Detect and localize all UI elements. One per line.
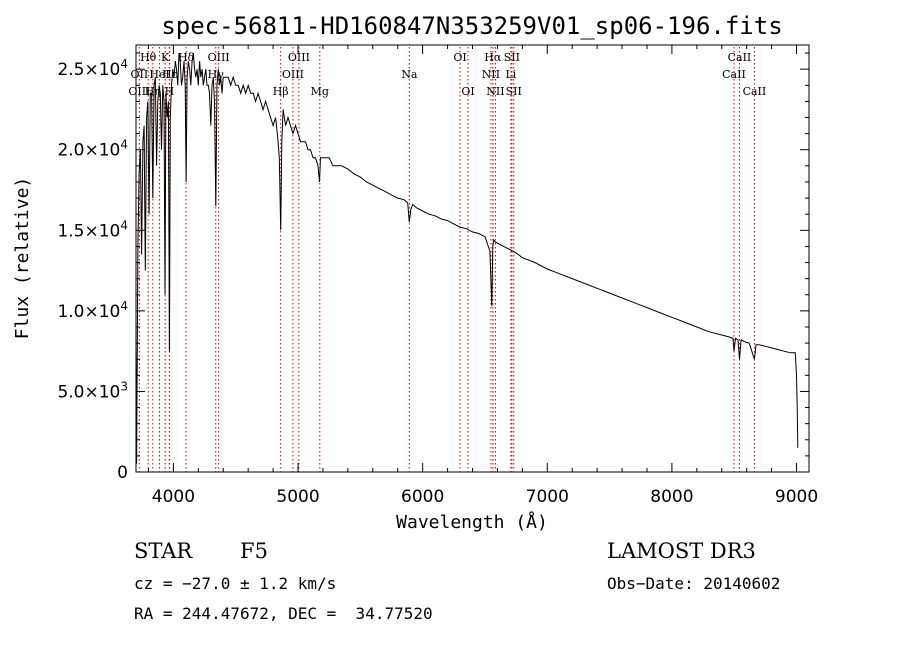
- chart-title: spec-56811-HD160847N353259V01_sp06-196.f…: [161, 12, 782, 40]
- spectral-subclass: F5: [240, 539, 268, 563]
- spectrum-line: [135, 53, 799, 464]
- x-tick-label: 8000: [650, 487, 693, 507]
- y-axis-ticks: 0 5.0×103 1.0×104 1.5×104 2.0×104 2.5×104: [57, 52, 809, 483]
- line-marker-label: SII: [504, 51, 520, 64]
- line-marker-label: Mg: [311, 85, 329, 98]
- line-marker-label: Hε: [162, 68, 178, 81]
- line-marker-label: OIII: [128, 85, 150, 98]
- x-tick-label: 7000: [526, 487, 569, 507]
- x-tick-label: 9000: [775, 487, 818, 507]
- plot-frame: [135, 44, 810, 473]
- line-marker-label: Hθ: [140, 51, 157, 64]
- y-tick-label: 0: [117, 463, 128, 483]
- y-tick-label: 1.5×104: [57, 218, 128, 241]
- coordinates: RA = 244.47672, DEC = 34.77520: [134, 604, 433, 623]
- object-class: STAR: [134, 539, 193, 563]
- y-tick-label: 5.0×103: [57, 379, 128, 402]
- line-marker-label: K: [161, 51, 170, 64]
- line-marker-label: NII: [482, 68, 500, 81]
- x-axis-ticks: 4000 5000 6000 7000 8000 9000: [147, 45, 818, 507]
- line-marker-label: OIII: [282, 68, 304, 81]
- line-marker-label: Na: [401, 68, 418, 81]
- x-tick-label: 4000: [152, 487, 195, 507]
- line-marker-label: Hγ: [208, 68, 225, 81]
- y-tick-label: 2.0×104: [57, 138, 128, 161]
- line-marker-label: OII: [131, 68, 149, 81]
- line-marker-label: CaII: [743, 85, 767, 98]
- line-marker-label: Hβ: [273, 85, 289, 98]
- x-tick-label: 5000: [276, 487, 319, 507]
- line-marker-label: OI: [453, 51, 466, 64]
- redshift-velocity: cz = −27.0 ± 1.2 km/s: [134, 574, 337, 593]
- line-marker-label: Hη: [145, 85, 161, 98]
- line-marker-label: CaII: [728, 51, 752, 64]
- observation-date: Obs−Date: 20140602: [607, 574, 781, 593]
- line-marker-label: OIII: [208, 51, 230, 64]
- line-marker-label: Hδ: [178, 51, 195, 64]
- line-marker-label: SII: [506, 85, 522, 98]
- line-marker-label: CaII: [722, 68, 746, 81]
- y-tick-label: 2.5×104: [57, 57, 128, 80]
- y-axis-label: Flux (relative): [12, 177, 33, 340]
- x-axis-label: Wavelength (Å): [396, 511, 548, 533]
- x-tick-label: 6000: [401, 487, 444, 507]
- y-tick-label: 1.0×104: [57, 299, 128, 322]
- line-marker-label: OIII: [288, 51, 310, 64]
- line-marker-label: OI: [461, 85, 474, 98]
- line-marker-label: NII: [486, 85, 504, 98]
- survey-name: LAMOST DR3: [607, 539, 756, 563]
- line-marker-label: Hα: [484, 51, 502, 64]
- emission-line-markers: HθOIIOIIIHηHeIKHHεHδOIIIHγHβOIIIOIIIMgNa…: [128, 47, 766, 472]
- line-marker-label: Li: [505, 68, 516, 81]
